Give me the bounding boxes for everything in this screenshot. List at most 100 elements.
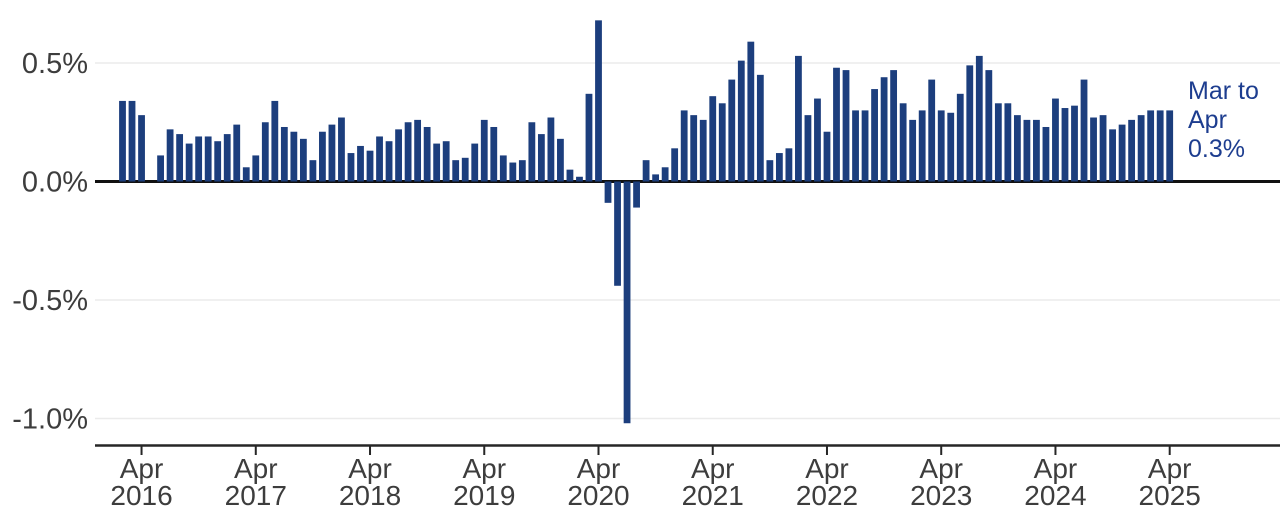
bar-2021-07: [737, 60, 745, 182]
bar-2021-05: [718, 103, 726, 182]
bar-2018-03: [357, 145, 364, 182]
bar-2020-12: [671, 148, 679, 182]
y-tick-label: -0.5%: [12, 285, 88, 317]
bar-2019-07: [509, 162, 517, 182]
bar-2022-09: [871, 89, 878, 182]
bar-2017-07: [280, 126, 288, 182]
bar-2016-10: [195, 136, 203, 182]
bar-2022-01: [795, 55, 802, 182]
bar-2019-05: [490, 126, 498, 182]
bar-2018-12: [442, 141, 450, 182]
bar-2019-11: [547, 117, 555, 182]
bar-2024-04: [1052, 98, 1059, 182]
bar-2017-01: [223, 134, 231, 182]
bar-2017-04: [252, 155, 260, 182]
x-tick-label-2021: Apr: [691, 453, 735, 484]
bar-2016-02: [119, 100, 126, 182]
bar-2017-10: [309, 160, 317, 182]
bar-2023-05: [947, 112, 955, 182]
x-tick-label-2018: 2018: [339, 480, 401, 511]
bar-2016-07: [166, 129, 174, 182]
bar-2018-05: [376, 136, 383, 182]
bar-2017-02: [233, 124, 241, 182]
x-tick-label-2022: 2022: [796, 480, 858, 511]
x-tick-label-2019: 2019: [453, 480, 515, 511]
bar-2022-08: [861, 110, 869, 182]
annotation-line-2: Apr: [1188, 106, 1227, 134]
bar-2017-06: [271, 100, 279, 182]
bar-2020-01: [566, 169, 574, 182]
bar-2021-02: [690, 115, 698, 182]
bar-2017-09: [299, 138, 307, 182]
bar-2019-08: [518, 160, 526, 182]
bar-2018-10: [423, 126, 431, 182]
bar-2024-11: [1118, 124, 1126, 182]
bar-2024-09: [1099, 115, 1107, 182]
x-tick-label-2024: Apr: [1034, 453, 1078, 484]
x-axis-ticks: Apr2016Apr2017Apr2018Apr2019Apr2020Apr20…: [110, 445, 1201, 511]
bar-2016-11: [204, 136, 212, 182]
x-tick-label-2020: Apr: [577, 453, 621, 484]
bar-2019-03: [471, 143, 479, 182]
bar-2020-02: [576, 176, 583, 182]
bar-2018-07: [395, 129, 402, 182]
bar-2018-09: [414, 119, 422, 182]
bar-2020-05: [604, 181, 612, 203]
bar-2019-10: [537, 134, 545, 182]
bar-2022-10: [880, 77, 888, 182]
bar-2020-04: [595, 20, 602, 182]
bar-2025-03: [1156, 110, 1164, 182]
bar-2023-01: [909, 119, 917, 182]
bar-2024-07: [1080, 79, 1088, 182]
bar-2023-03: [928, 79, 936, 182]
bar-2018-04: [366, 150, 374, 182]
bar-2018-02: [347, 153, 355, 182]
bar-2020-11: [661, 167, 669, 182]
bar-2022-11: [890, 70, 898, 182]
bar-2024-01: [1023, 119, 1031, 182]
y-axis-labels: 0.5% 0.0% -0.5% -1.0%: [12, 48, 88, 436]
x-tick-label-2017: 2017: [225, 480, 287, 511]
bar-2019-02: [461, 157, 469, 182]
x-tick-label-2023: Apr: [919, 453, 963, 484]
bar-2016-03: [128, 100, 136, 182]
bar-2023-07: [966, 65, 974, 182]
bar-2017-11: [319, 131, 326, 182]
x-axis: Apr2016Apr2017Apr2018Apr2019Apr2020Apr20…: [95, 444, 1280, 511]
bar-2019-04: [480, 119, 488, 182]
x-tick-label-2017: Apr: [234, 453, 278, 484]
bar-2023-12: [1013, 115, 1021, 182]
annotation-line-1: Mar to: [1188, 77, 1259, 105]
x-tick-label-2018: Apr: [348, 453, 392, 484]
x-tick-label-2016: 2016: [110, 480, 172, 511]
x-tick-label-2019: Apr: [462, 453, 506, 484]
bar-2022-07: [852, 110, 859, 182]
bar-2021-11: [775, 153, 783, 182]
y-tick-label: 0.0%: [22, 167, 88, 199]
bar-2024-05: [1061, 108, 1069, 182]
bar-2025-04: [1166, 110, 1174, 182]
bar-2016-06: [157, 155, 164, 182]
bar-2021-08: [747, 41, 755, 182]
bar-2016-08: [176, 134, 184, 182]
bar-2021-10: [766, 160, 774, 182]
x-tick-label-2023: 2023: [910, 480, 972, 511]
bar-2017-05: [261, 122, 269, 182]
bar-2016-04: [138, 115, 145, 182]
bar-2021-09: [756, 74, 764, 182]
bar-2021-01: [680, 110, 688, 182]
bar-2017-08: [290, 131, 298, 182]
bar-2022-05: [833, 67, 840, 182]
bar-2019-09: [528, 122, 536, 182]
bar-2022-02: [804, 115, 812, 182]
bar-2024-03: [1042, 126, 1050, 182]
latest-point-annotation: Mar to Apr 0.3%: [1188, 77, 1259, 163]
bar-2022-12: [899, 103, 907, 182]
bar-2021-03: [699, 119, 707, 182]
bar-2022-04: [823, 131, 831, 182]
bar-2023-11: [1004, 103, 1012, 182]
bar-2024-02: [1033, 119, 1040, 182]
bar-2017-03: [242, 167, 250, 182]
